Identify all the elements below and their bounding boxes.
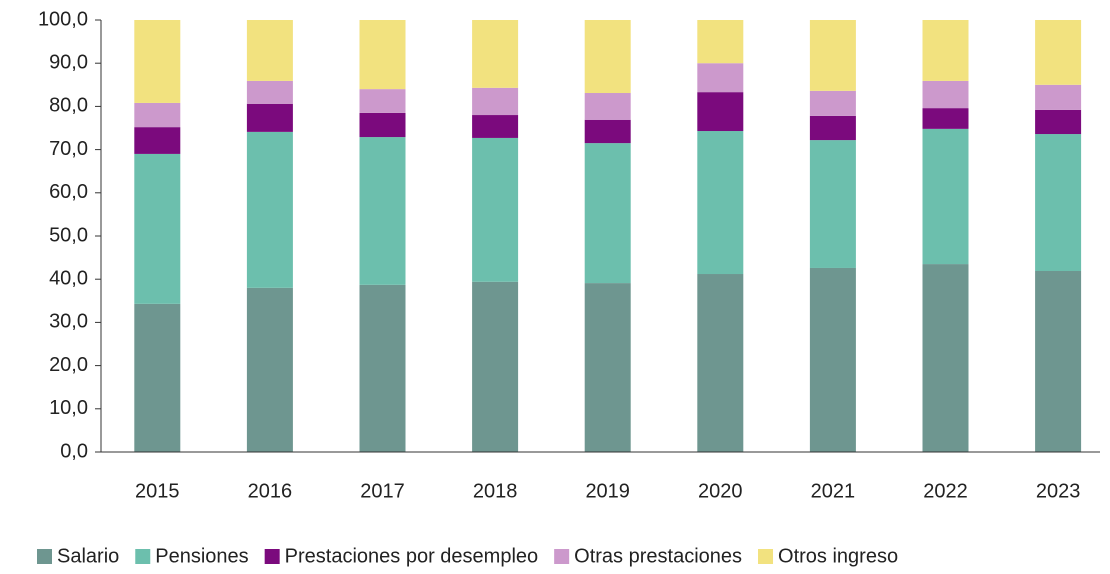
bar-segment <box>134 102 181 128</box>
bar-segment <box>809 90 856 116</box>
bar-segment <box>134 153 181 304</box>
x-tick-label: 2016 <box>248 480 293 502</box>
bar-segment <box>809 140 856 268</box>
bar-segment <box>1035 20 1082 85</box>
bar-segment <box>922 108 969 129</box>
bar-segment <box>697 131 744 275</box>
x-tick-label: 2020 <box>698 480 743 502</box>
bar-segment <box>584 20 631 94</box>
bar-segment <box>472 281 519 452</box>
bar-segment <box>134 303 181 452</box>
bar-segment <box>809 267 856 452</box>
bar-segment <box>1035 109 1082 135</box>
y-tick-label: 20,0 <box>49 354 88 376</box>
y-tick-label: 100,0 <box>38 8 88 30</box>
bar-segment <box>359 20 406 90</box>
bar-segment <box>922 20 969 81</box>
bar-segment <box>922 264 969 452</box>
x-tick-label: 2017 <box>360 480 405 502</box>
legend-label: Salario <box>57 545 119 567</box>
bar-segment <box>922 80 969 109</box>
bar-segment <box>359 284 406 452</box>
y-tick-label: 90,0 <box>49 51 88 73</box>
x-tick-label: 2015 <box>135 480 180 502</box>
legend-label: Pensiones <box>155 545 248 567</box>
bar-segment <box>359 137 406 285</box>
bar-segment <box>584 143 631 284</box>
bar-segment <box>1035 84 1082 110</box>
legend-swatch <box>264 549 280 564</box>
legend-swatch <box>758 549 774 564</box>
bar-segment <box>697 92 744 132</box>
bar-segment <box>697 20 744 64</box>
x-tick-label: 2021 <box>811 480 856 502</box>
legend-label: Prestaciones por desempleo <box>285 545 538 567</box>
bar-segment <box>246 103 293 132</box>
legend-label: Otros ingreso <box>778 545 898 567</box>
x-tick-label: 2019 <box>585 480 630 502</box>
bar-segment <box>1035 270 1082 452</box>
bar-segment <box>246 287 293 452</box>
y-tick-label: 80,0 <box>49 95 88 117</box>
bar-segment <box>809 20 856 91</box>
bar-segment <box>697 274 744 452</box>
y-tick-label: 10,0 <box>49 397 88 419</box>
legend-swatch <box>37 549 52 564</box>
legend-swatch <box>554 549 570 564</box>
bar-segment <box>359 89 406 113</box>
x-tick-label: 2018 <box>473 480 518 502</box>
y-tick-label: 60,0 <box>49 181 88 203</box>
bar-segment <box>472 87 519 116</box>
bar-segment <box>584 283 631 452</box>
bar-segment <box>246 131 293 288</box>
y-tick-label: 40,0 <box>49 267 88 289</box>
y-tick-label: 30,0 <box>49 311 88 333</box>
y-tick-label: 0,0 <box>60 440 88 462</box>
bar-segment <box>809 115 856 141</box>
y-tick-label: 50,0 <box>49 224 88 246</box>
bar-segment <box>134 127 181 154</box>
x-tick-label: 2022 <box>923 480 968 502</box>
bar-segment <box>246 20 293 81</box>
bar-segment <box>472 115 519 138</box>
bar-segment <box>472 20 519 88</box>
x-tick-label: 2023 <box>1036 480 1081 502</box>
bar-segment <box>1035 134 1082 271</box>
legend-swatch <box>135 549 151 564</box>
bar-segment <box>472 137 519 282</box>
bar-segment <box>697 63 744 93</box>
bar-segment <box>246 80 293 104</box>
bar-segment <box>359 112 406 138</box>
bar-segment <box>134 20 181 103</box>
y-tick-label: 70,0 <box>49 138 88 160</box>
bar-segment <box>922 128 969 265</box>
legend-label: Otras prestaciones <box>574 545 742 567</box>
bar-segment <box>584 119 631 144</box>
bar-segment <box>584 93 631 120</box>
